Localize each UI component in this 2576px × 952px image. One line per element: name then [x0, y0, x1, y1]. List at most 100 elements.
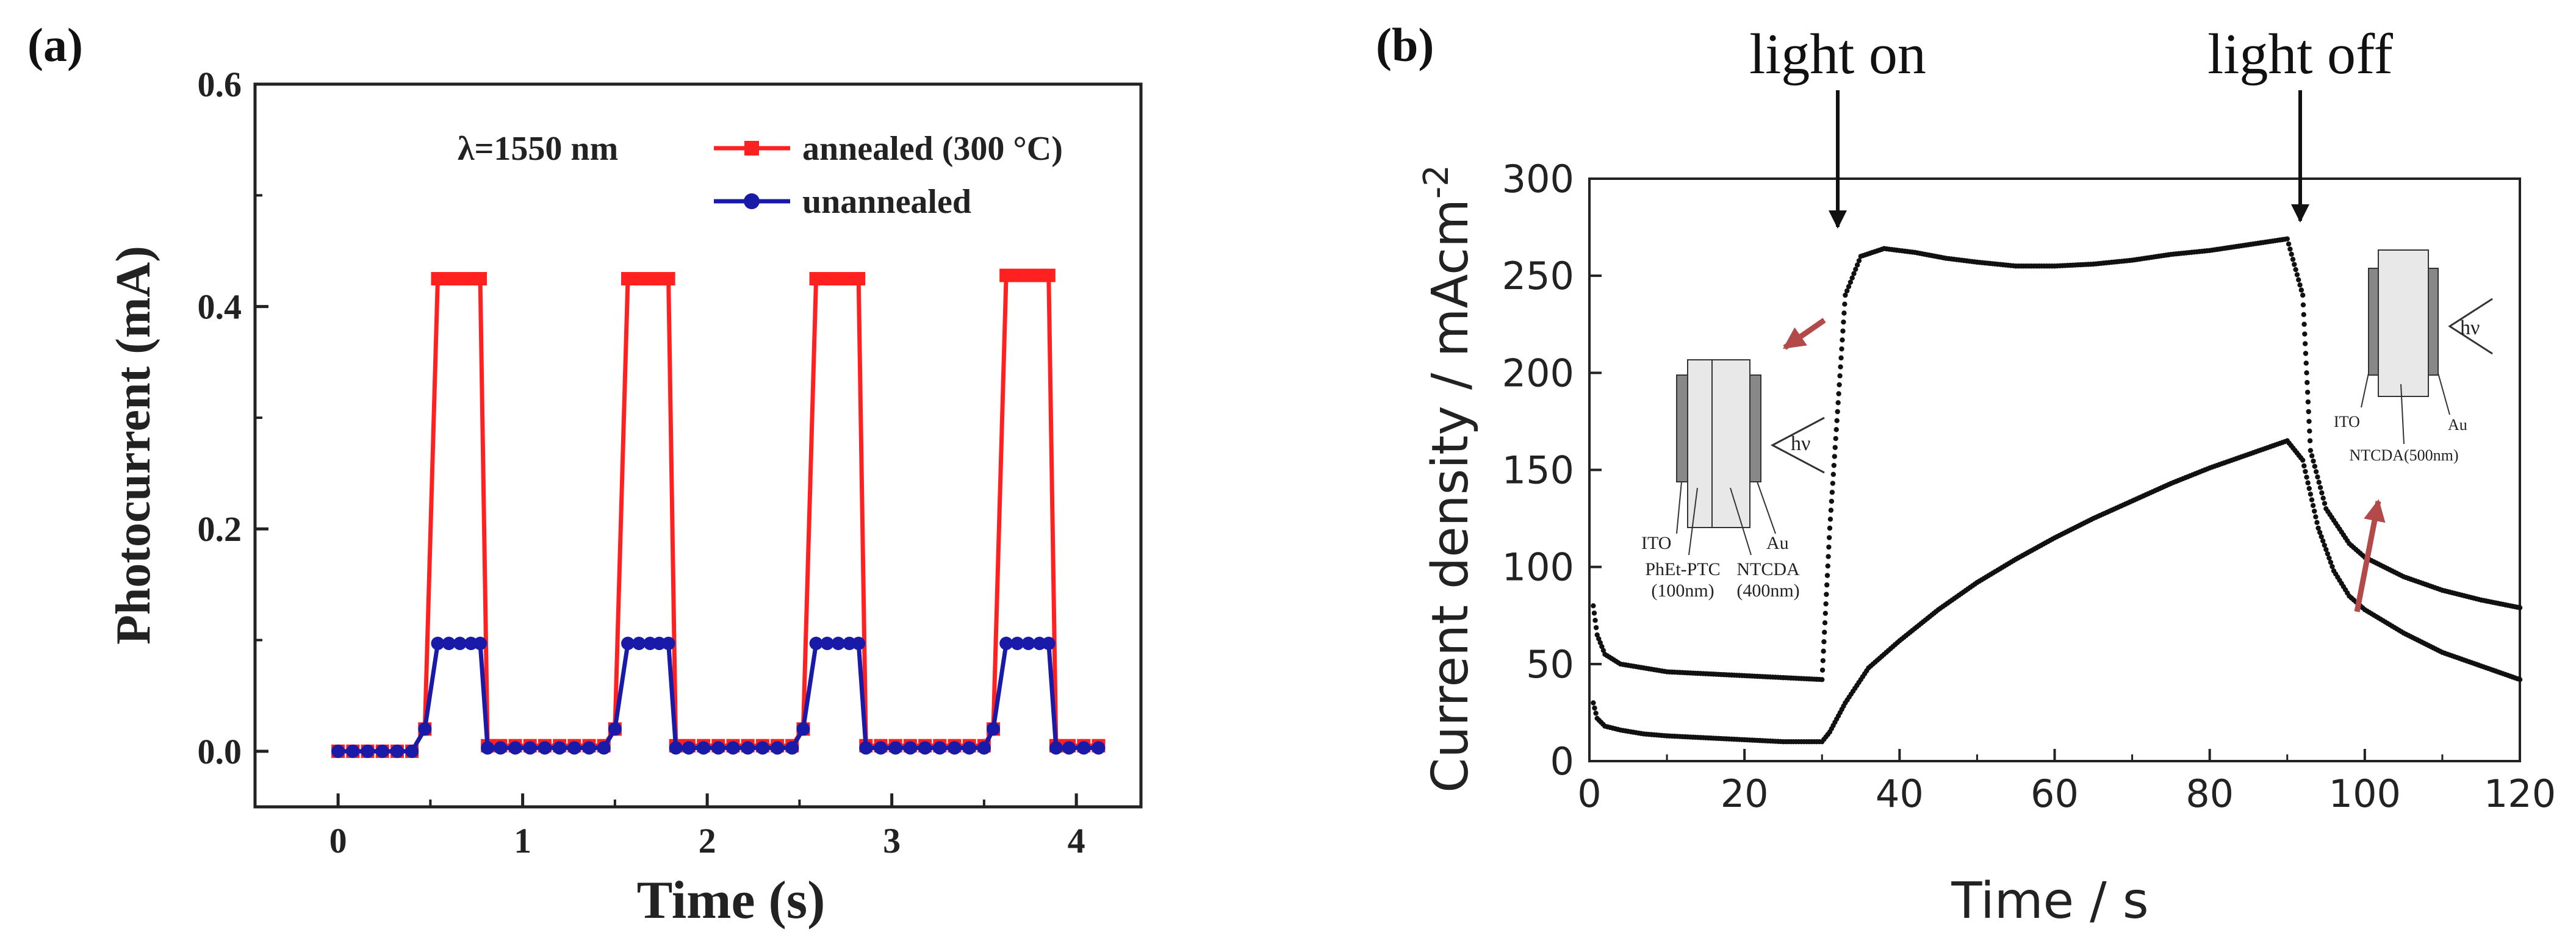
annealed-point — [999, 268, 1013, 282]
upper-trace-dot — [1826, 535, 1832, 540]
upper-trace-dot — [1840, 328, 1846, 334]
upper-trace-dot — [2289, 251, 2294, 257]
inset-right-hv: hν — [2460, 317, 2480, 339]
upper-trace-dot — [1822, 610, 1829, 616]
upper-trace-dot — [1592, 618, 1598, 623]
unannealed-point — [962, 741, 976, 755]
lower-trace-dot — [2320, 538, 2326, 544]
upper-trace-dot — [2305, 399, 2311, 405]
unannealed-point — [859, 741, 873, 755]
lower-trace-dot — [2323, 546, 2329, 553]
upper-trace-dot — [1835, 409, 1840, 415]
upper-trace-dot — [1829, 490, 1835, 495]
panel-a-y-axis: 0.0 0.2 0.4 0.6 — [198, 65, 268, 771]
upper-trace-dot — [1833, 427, 1839, 432]
upper-trace-dot — [2313, 469, 2319, 474]
upper-trace-dot — [2306, 409, 2311, 415]
lower-trace-dot — [2315, 525, 2321, 531]
x-tick-label: 40 — [1876, 771, 1924, 816]
x-tick-label: 0 — [1577, 771, 1601, 816]
lower-trace-dot — [2314, 520, 2320, 525]
upper-trace-dot — [2308, 448, 2314, 453]
upper-trace-dot — [1832, 445, 1838, 450]
annealed-point — [442, 272, 456, 286]
unannealed-point — [582, 741, 596, 755]
lower-trace-dot — [2303, 468, 2308, 474]
lower-trace-dot — [1593, 710, 1599, 716]
y-tick-label: 150 — [1502, 448, 1574, 493]
annealed-point — [1021, 268, 1035, 282]
inset-right-ntcda-layer — [2378, 249, 2429, 397]
inset-left-phet: PhEt-PTC — [1645, 559, 1720, 579]
upper-trace-dot — [1843, 292, 1848, 298]
upper-trace-dot — [1821, 639, 1827, 645]
annealed-point — [621, 272, 635, 286]
upper-trace-dot — [2315, 474, 2320, 480]
series-annealed-line — [338, 273, 1099, 754]
upper-trace-dot — [1854, 262, 1860, 268]
upper-trace-dot — [2302, 341, 2308, 346]
upper-trace-dot — [2287, 246, 2293, 252]
lower-trace-dot — [2319, 534, 2324, 540]
y-tick-label: 0.4 — [198, 287, 242, 327]
unannealed-point — [553, 741, 567, 755]
upper-trace-dot — [1591, 603, 1596, 609]
lower-trace-dot — [2322, 542, 2327, 548]
upper-trace-dot — [1825, 563, 1830, 569]
inset-right-ntcda: NTCDA(500nm) — [2349, 446, 2458, 464]
upper-trace-dot — [2284, 236, 2290, 242]
unannealed-point — [999, 637, 1013, 651]
x-tick-label: 1 — [514, 821, 531, 861]
upper-trace-dot — [1841, 310, 1847, 316]
upper-trace-dot — [1823, 601, 1829, 607]
upper-trace-dot — [1827, 517, 1833, 522]
upper-trace-dot — [2303, 360, 2309, 366]
unannealed-point — [903, 741, 917, 755]
upper-trace-dot — [1847, 279, 1854, 285]
inset-left-ito: ITO — [1641, 533, 1671, 553]
upper-trace-dot — [1829, 498, 1835, 504]
unannealed-point — [390, 744, 404, 758]
upper-trace-dot — [1832, 454, 1837, 459]
panel-b-x-axis-label: Time / s — [1951, 872, 2148, 930]
lower-trace-dot — [2301, 463, 2307, 469]
upper-trace-dot — [2294, 272, 2300, 277]
unannealed-point — [494, 741, 508, 755]
lower-trace-dot — [2517, 677, 2523, 682]
upper-trace-dot — [1599, 643, 1605, 650]
upper-trace-dot — [2303, 351, 2309, 356]
panel-b-series — [1591, 236, 2523, 745]
lower-trace-dot — [2305, 480, 2311, 485]
upper-trace-dot — [1821, 648, 1826, 654]
annealed-point — [632, 272, 646, 286]
inset-left-ntcda-layer — [1711, 359, 1750, 528]
upper-trace-dot — [1824, 573, 1830, 578]
unannealed-point — [711, 741, 725, 755]
inset-left-au-layer — [1749, 374, 1761, 482]
x-tick-label: 60 — [2031, 771, 2079, 816]
upper-trace-dot — [1837, 382, 1842, 388]
unannealed-point — [453, 637, 467, 651]
upper-trace-dot — [1824, 592, 1829, 597]
y-tick-label: 50 — [1526, 642, 1574, 687]
upper-trace-dot — [1839, 346, 1844, 352]
upper-trace-dot — [2317, 485, 2323, 490]
upper-trace-dot — [1827, 525, 1833, 531]
unannealed-point — [843, 637, 857, 651]
upper-trace-dot — [2306, 418, 2312, 424]
unannealed-point — [442, 637, 456, 651]
unannealed-point — [361, 744, 375, 758]
lower-trace-dot — [2308, 492, 2314, 497]
upper-trace-dot — [2300, 292, 2306, 298]
panel-b-x-axis: 0 20 40 60 80 100 120 — [1577, 749, 2556, 816]
upper-trace-dot — [2316, 479, 2322, 485]
unannealed-point — [1042, 637, 1056, 651]
unannealed-point — [621, 637, 635, 651]
inset-right-ito: ITO — [2334, 413, 2360, 431]
panel-a-series — [331, 268, 1106, 758]
upper-trace-dot — [2312, 463, 2318, 469]
inset-right-au: Au — [2448, 416, 2467, 434]
y-tick-label: 0.6 — [198, 65, 242, 104]
unannealed-point — [632, 637, 646, 651]
upper-trace-dot — [1594, 632, 1600, 638]
